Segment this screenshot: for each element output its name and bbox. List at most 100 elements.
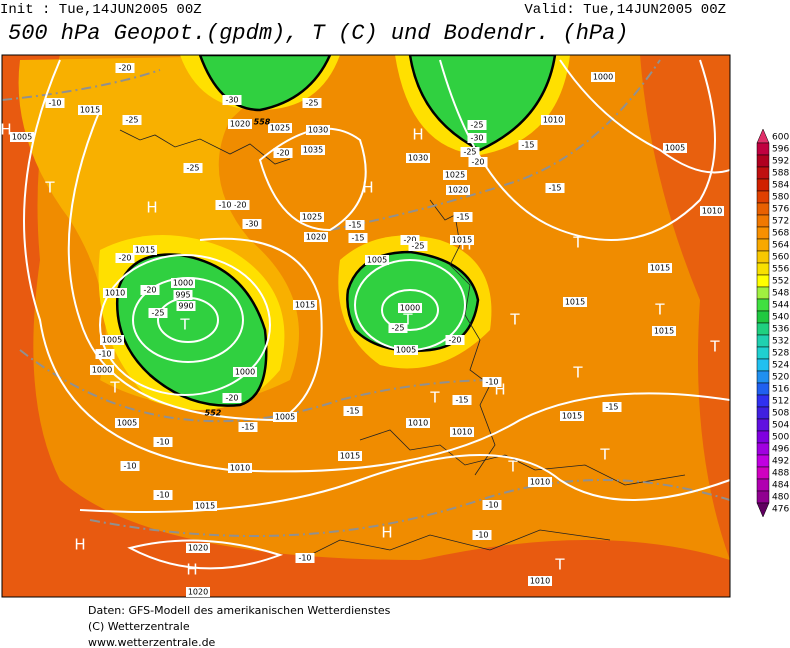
map-label: 1010: [530, 478, 550, 487]
map-label: 1000: [593, 73, 613, 82]
colorbar-label: 532: [772, 337, 789, 347]
label-box: [293, 300, 317, 310]
label-box: [406, 153, 430, 163]
warm-field: [2, 55, 730, 597]
map-label: 1010: [543, 116, 563, 125]
colorbar-band: [756, 274, 770, 288]
label-box: [467, 120, 487, 130]
colorbar-band: [756, 262, 770, 276]
map-label: -15: [605, 403, 618, 412]
map-label: 1010: [530, 577, 550, 586]
label-box: [365, 255, 389, 265]
pressure-center: T: [109, 379, 120, 397]
map-label: 990: [178, 302, 193, 311]
label-box: [304, 232, 328, 242]
pressure-center: T: [509, 311, 520, 329]
map-area: [2, 55, 730, 597]
colorbar-label: 572: [772, 217, 789, 227]
colorbar-label: 536: [772, 325, 789, 335]
label-box: [652, 326, 676, 336]
label-box: [115, 253, 135, 263]
label-box: [186, 587, 210, 597]
label-box: [95, 349, 115, 359]
map-label: 1000: [235, 368, 255, 377]
label-box: [115, 418, 139, 428]
colorbar-label: 476: [772, 505, 789, 515]
map-title: 500 hPa Geopot.(gpdm), T (C) und Bodendr…: [8, 21, 629, 46]
label-box: [222, 95, 242, 105]
pressure-center: T: [507, 458, 518, 476]
map-label: -20: [448, 336, 461, 345]
colorbar-arrow: [756, 502, 770, 518]
colorbar-label: 552: [772, 277, 789, 287]
pressure-center: H: [0, 121, 11, 139]
label-box: [406, 418, 430, 428]
colorbar-band: [756, 358, 770, 372]
map-label: -25: [186, 164, 199, 173]
map-label: 1005: [665, 144, 685, 153]
pressure-center: H: [362, 179, 373, 197]
label-box: [10, 132, 34, 142]
colorbar-label: 556: [772, 265, 789, 275]
colorbar-band: [756, 382, 770, 396]
pressure-center: H: [381, 524, 392, 542]
map-label: 1005: [367, 256, 387, 265]
map-label: 1010: [408, 419, 428, 428]
map-label: 1005: [275, 413, 295, 422]
pressure-center: H: [186, 561, 197, 579]
label-box: [388, 323, 408, 333]
colorbar-label: 484: [772, 481, 789, 491]
label-box: [345, 220, 365, 230]
map-label: 1015: [295, 301, 315, 310]
map-label: -10: [485, 378, 498, 387]
label-box: [343, 406, 363, 416]
map-label: -15: [348, 221, 361, 230]
map-label: -20: [403, 236, 416, 245]
label-box: [518, 140, 538, 150]
map-label: -10: [123, 462, 136, 471]
map-label: 1025: [270, 124, 290, 133]
map-label: -20: [143, 286, 156, 295]
pressure-center: T: [179, 316, 190, 334]
map-label: -15: [456, 213, 469, 222]
label-box: [215, 200, 235, 210]
label-box: [273, 148, 293, 158]
label-box: [171, 278, 195, 288]
colorbar-band: [756, 154, 770, 168]
colorbar-band: [756, 406, 770, 420]
label-box: [90, 365, 114, 375]
footer-copyright: (C) Wetterzentrale: [88, 620, 190, 633]
label-box: [153, 490, 173, 500]
map-label: 1005: [12, 133, 32, 142]
map-label: 1025: [445, 171, 465, 180]
colorbar-label: 524: [772, 361, 789, 371]
map-label: 1005: [396, 346, 416, 355]
map-label: -10: [48, 99, 61, 108]
label-box: [120, 461, 140, 471]
label-box: [663, 143, 687, 153]
colorbar-band: [756, 166, 770, 180]
colorbar-band: [756, 250, 770, 264]
colorbar-band: [756, 442, 770, 456]
pressure-center: T: [554, 556, 565, 574]
label-box: [268, 123, 292, 133]
colorbar-label: 568: [772, 229, 789, 239]
colorbar-label: 516: [772, 385, 789, 395]
map-label: 1000: [173, 279, 193, 288]
label-box: [560, 411, 584, 421]
label-box: [468, 157, 488, 167]
colorbar-label: 592: [772, 157, 789, 167]
map-label: -25: [125, 116, 138, 125]
pressure-center: T: [402, 311, 413, 329]
colorbar-band: [756, 394, 770, 408]
pressure-center: H: [494, 381, 505, 399]
map-label: 1010: [105, 289, 125, 298]
colorbar-label: 520: [772, 373, 789, 383]
label-box: [446, 185, 470, 195]
warm-field-east: [640, 55, 730, 560]
label-box: [400, 235, 420, 245]
colorbar-arrow: [756, 128, 770, 144]
colorbar-label: 584: [772, 181, 789, 191]
colorbar-band: [756, 286, 770, 300]
